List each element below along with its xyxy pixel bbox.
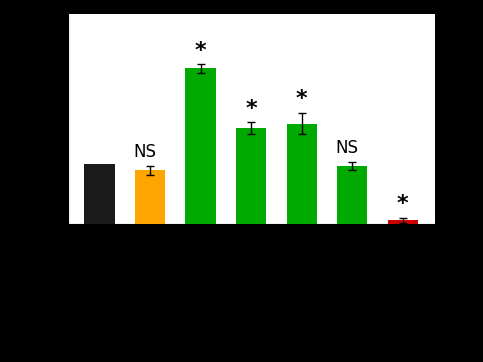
Text: *: *	[195, 41, 206, 61]
Y-axis label: Normalized contractility: Normalized contractility	[21, 25, 35, 214]
Text: *: *	[397, 194, 409, 214]
Bar	[337, 166, 368, 224]
Text: *: *	[245, 99, 257, 119]
Bar	[286, 124, 317, 224]
Bar	[388, 220, 418, 224]
Bar	[135, 171, 165, 224]
Bar	[85, 164, 114, 224]
Bar	[185, 68, 216, 224]
Text: NS: NS	[336, 139, 359, 157]
Text: *: *	[296, 89, 308, 109]
Bar	[236, 129, 266, 224]
Text: NS: NS	[133, 143, 156, 161]
